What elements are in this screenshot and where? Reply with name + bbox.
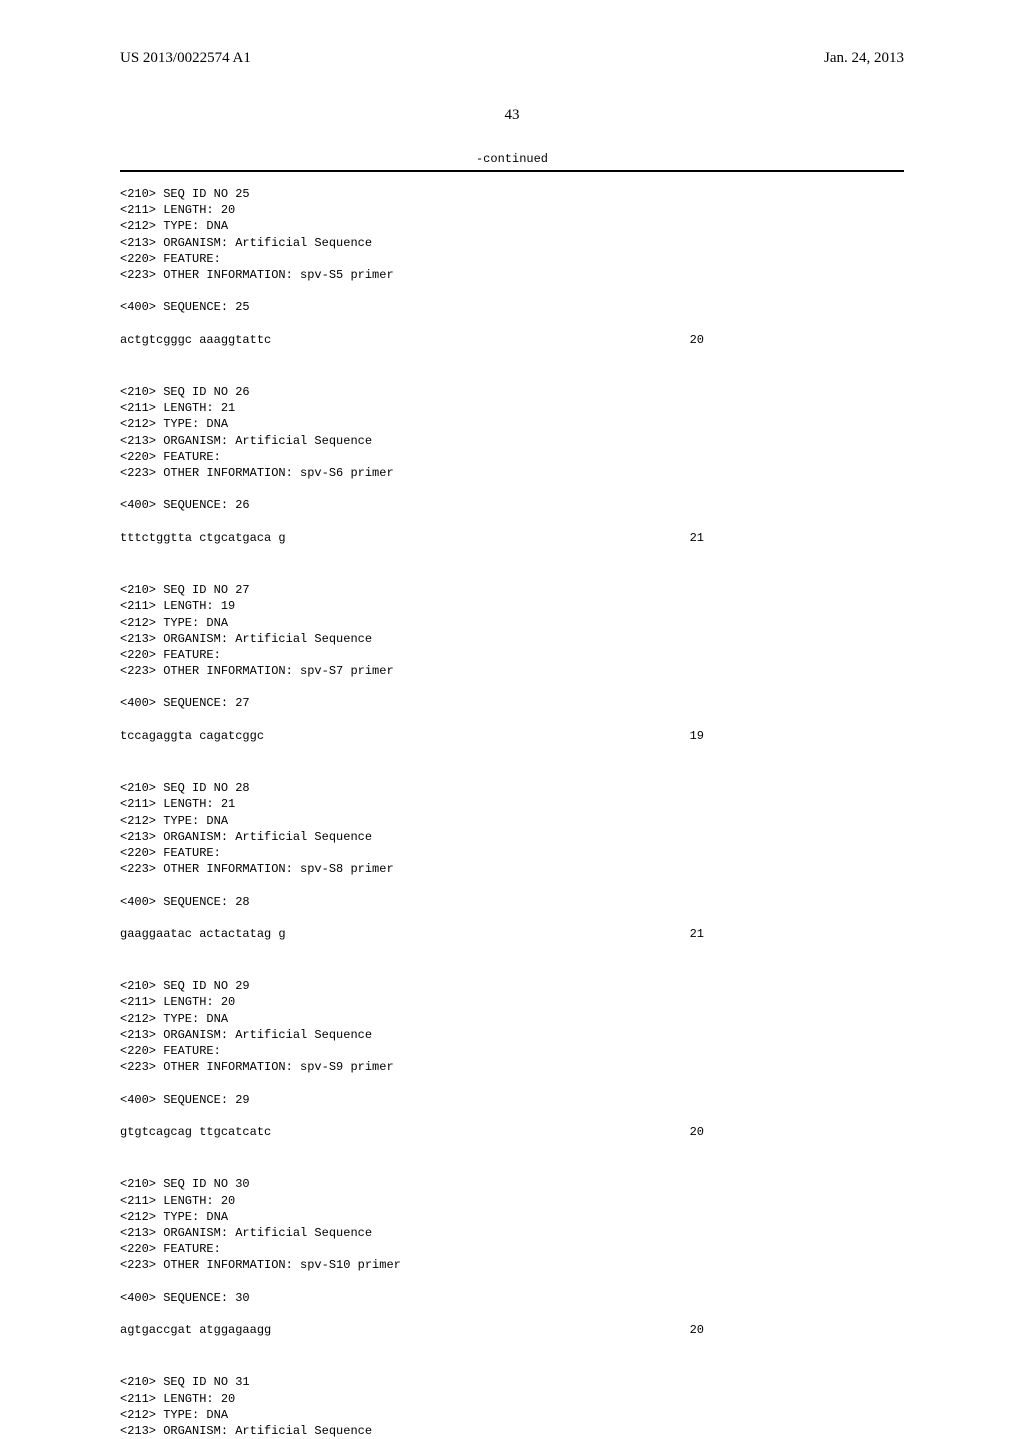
sequence-text: tccagaggta cagatcggc xyxy=(120,728,264,744)
sequence-row: tccagaggta cagatcggc 19 xyxy=(120,728,904,744)
sequence-meta-line: <223> OTHER INFORMATION: spv-S7 primer xyxy=(120,663,904,679)
sequence-listing: <210> SEQ ID NO 25<211> LENGTH: 20<212> … xyxy=(120,186,904,1439)
page-number: 43 xyxy=(120,107,904,124)
spacer xyxy=(120,316,904,332)
spacer xyxy=(120,348,904,364)
sequence-length: 21 xyxy=(690,530,904,546)
sequence-entry: <210> SEQ ID NO 30<211> LENGTH: 20<212> … xyxy=(120,1176,904,1354)
spacer xyxy=(120,744,904,760)
sequence-text: gtgtcagcag ttgcatcatc xyxy=(120,1124,271,1140)
sequence-label: <400> SEQUENCE: 25 xyxy=(120,299,904,315)
spacer xyxy=(120,514,904,530)
sequence-meta-line: <210> SEQ ID NO 25 xyxy=(120,186,904,202)
publication-number: US 2013/0022574 A1 xyxy=(120,50,251,67)
sequence-meta-line: <220> FEATURE: xyxy=(120,449,904,465)
sequence-meta-line: <220> FEATURE: xyxy=(120,647,904,663)
sequence-length: 20 xyxy=(690,332,904,348)
sequence-entry: <210> SEQ ID NO 26<211> LENGTH: 21<212> … xyxy=(120,384,904,562)
sequence-length: 21 xyxy=(690,926,904,942)
sequence-meta-line: <213> ORGANISM: Artificial Sequence xyxy=(120,631,904,647)
sequence-meta-line: <212> TYPE: DNA xyxy=(120,1407,904,1423)
sequence-meta-line: <210> SEQ ID NO 29 xyxy=(120,978,904,994)
sequence-meta-line: <223> OTHER INFORMATION: spv-S8 primer xyxy=(120,861,904,877)
spacer xyxy=(120,1075,904,1091)
sequence-meta-line: <211> LENGTH: 21 xyxy=(120,796,904,812)
sequence-meta-line: <220> FEATURE: xyxy=(120,1043,904,1059)
sequence-meta-line: <213> ORGANISM: Artificial Sequence xyxy=(120,1027,904,1043)
sequence-row: agtgaccgat atggagaagg 20 xyxy=(120,1322,904,1338)
sequence-label: <400> SEQUENCE: 27 xyxy=(120,695,904,711)
sequence-label: <400> SEQUENCE: 28 xyxy=(120,894,904,910)
spacer xyxy=(120,283,904,299)
sequence-row: gaaggaatac actactatag g 21 xyxy=(120,926,904,942)
sequence-row: actgtcgggc aaaggtattc 20 xyxy=(120,332,904,348)
sequence-meta-line: <211> LENGTH: 20 xyxy=(120,994,904,1010)
sequence-length: 19 xyxy=(690,728,904,744)
sequence-meta-line: <210> SEQ ID NO 26 xyxy=(120,384,904,400)
spacer xyxy=(120,942,904,958)
sequence-meta-line: <212> TYPE: DNA xyxy=(120,218,904,234)
sequence-meta-line: <220> FEATURE: xyxy=(120,845,904,861)
sequence-meta-line: <211> LENGTH: 19 xyxy=(120,598,904,614)
sequence-meta-line: <211> LENGTH: 20 xyxy=(120,1391,904,1407)
patent-page: US 2013/0022574 A1 Jan. 24, 2013 43 -con… xyxy=(0,0,1024,1320)
sequence-entry: <210> SEQ ID NO 28<211> LENGTH: 21<212> … xyxy=(120,780,904,958)
sequence-meta-line: <212> TYPE: DNA xyxy=(120,1011,904,1027)
divider xyxy=(120,170,904,172)
spacer xyxy=(120,546,904,562)
sequence-meta-line: <213> ORGANISM: Artificial Sequence xyxy=(120,1423,904,1439)
continued-label: -continued xyxy=(120,152,904,166)
sequence-meta-line: <220> FEATURE: xyxy=(120,1241,904,1257)
sequence-meta-line: <212> TYPE: DNA xyxy=(120,416,904,432)
sequence-meta-line: <211> LENGTH: 20 xyxy=(120,1193,904,1209)
sequence-meta-line: <210> SEQ ID NO 28 xyxy=(120,780,904,796)
spacer xyxy=(120,877,904,893)
sequence-label: <400> SEQUENCE: 29 xyxy=(120,1092,904,1108)
spacer xyxy=(120,1273,904,1289)
sequence-meta-line: <213> ORGANISM: Artificial Sequence xyxy=(120,829,904,845)
spacer xyxy=(120,481,904,497)
spacer xyxy=(120,1338,904,1354)
sequence-meta-line: <210> SEQ ID NO 30 xyxy=(120,1176,904,1192)
sequence-meta-line: <223> OTHER INFORMATION: spv-S9 primer xyxy=(120,1059,904,1075)
sequence-meta-line: <223> OTHER INFORMATION: spv-S6 primer xyxy=(120,465,904,481)
sequence-entry: <210> SEQ ID NO 29<211> LENGTH: 20<212> … xyxy=(120,978,904,1156)
sequence-meta-line: <213> ORGANISM: Artificial Sequence xyxy=(120,1225,904,1241)
sequence-entry: <210> SEQ ID NO 31<211> LENGTH: 20<212> … xyxy=(120,1374,904,1439)
sequence-meta-line: <223> OTHER INFORMATION: spv-S10 primer xyxy=(120,1257,904,1273)
sequence-row: tttctggtta ctgcatgaca g 21 xyxy=(120,530,904,546)
sequence-text: tttctggtta ctgcatgaca g xyxy=(120,530,286,546)
sequence-entry: <210> SEQ ID NO 27<211> LENGTH: 19<212> … xyxy=(120,582,904,760)
sequence-meta-line: <212> TYPE: DNA xyxy=(120,615,904,631)
spacer xyxy=(120,712,904,728)
sequence-meta-line: <223> OTHER INFORMATION: spv-S5 primer xyxy=(120,267,904,283)
spacer xyxy=(120,1140,904,1156)
sequence-meta-line: <213> ORGANISM: Artificial Sequence xyxy=(120,235,904,251)
publication-date: Jan. 24, 2013 xyxy=(824,50,904,67)
sequence-meta-line: <213> ORGANISM: Artificial Sequence xyxy=(120,433,904,449)
sequence-label: <400> SEQUENCE: 26 xyxy=(120,497,904,513)
sequence-entry: <210> SEQ ID NO 25<211> LENGTH: 20<212> … xyxy=(120,186,904,364)
sequence-text: gaaggaatac actactatag g xyxy=(120,926,286,942)
sequence-meta-line: <212> TYPE: DNA xyxy=(120,813,904,829)
sequence-row: gtgtcagcag ttgcatcatc 20 xyxy=(120,1124,904,1140)
sequence-meta-line: <210> SEQ ID NO 27 xyxy=(120,582,904,598)
sequence-label: <400> SEQUENCE: 30 xyxy=(120,1290,904,1306)
sequence-length: 20 xyxy=(690,1124,904,1140)
sequence-length: 20 xyxy=(690,1322,904,1338)
sequence-meta-line: <220> FEATURE: xyxy=(120,251,904,267)
sequence-meta-line: <212> TYPE: DNA xyxy=(120,1209,904,1225)
sequence-meta-line: <210> SEQ ID NO 31 xyxy=(120,1374,904,1390)
sequence-meta-line: <211> LENGTH: 21 xyxy=(120,400,904,416)
sequence-meta-line: <211> LENGTH: 20 xyxy=(120,202,904,218)
spacer xyxy=(120,1108,904,1124)
spacer xyxy=(120,910,904,926)
sequence-text: actgtcgggc aaaggtattc xyxy=(120,332,271,348)
sequence-text: agtgaccgat atggagaagg xyxy=(120,1322,271,1338)
page-header: US 2013/0022574 A1 Jan. 24, 2013 xyxy=(120,50,904,67)
spacer xyxy=(120,679,904,695)
